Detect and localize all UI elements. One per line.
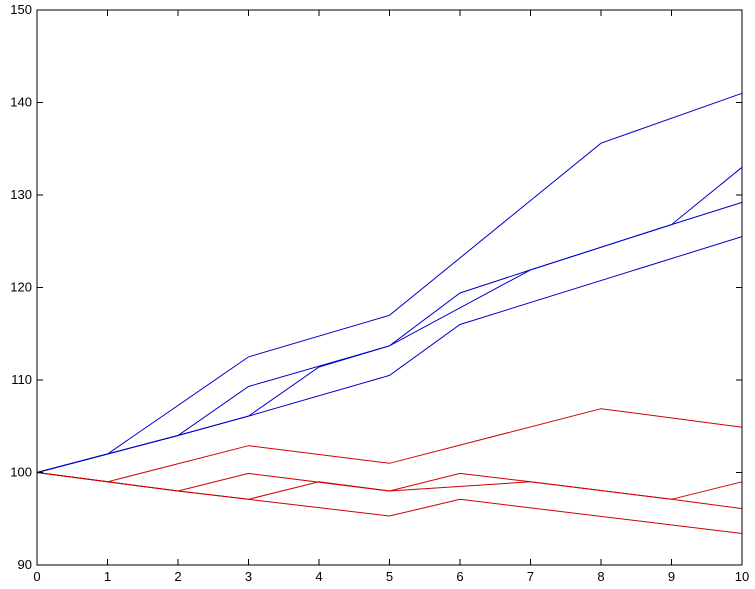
- x-tick-label: 7: [527, 569, 534, 584]
- x-tick-label: 2: [174, 569, 181, 584]
- x-tick-label: 3: [245, 569, 252, 584]
- x-tick-label: 6: [456, 569, 463, 584]
- plot-area: [36, 9, 743, 566]
- y-tick-label: 140: [10, 95, 32, 110]
- y-tick-label: 90: [18, 557, 32, 572]
- y-tick-label: 120: [10, 280, 32, 295]
- y-tick-label: 130: [10, 187, 32, 202]
- x-tick-label: 10: [735, 569, 749, 584]
- y-axis-ticks: 90 100 110 120 130 140 150: [10, 2, 742, 572]
- y-tick-label: 110: [11, 372, 32, 387]
- series-line-1-3: [36, 472, 743, 534]
- x-tick-label: 9: [668, 569, 675, 584]
- x-tick-label: 8: [597, 569, 604, 584]
- x-axis-ticks: 0 1 2 3 4 5 6 7 8 9 10: [33, 10, 749, 584]
- x-tick-label: 0: [33, 569, 40, 584]
- x-tick-label: 1: [104, 569, 111, 584]
- series-layer: [36, 92, 743, 534]
- y-tick-label: 150: [10, 2, 32, 17]
- series-line-0-3: [36, 236, 743, 473]
- x-tick-label: 4: [315, 569, 322, 584]
- x-tick-label: 5: [386, 569, 393, 584]
- y-tick-label: 100: [10, 465, 32, 480]
